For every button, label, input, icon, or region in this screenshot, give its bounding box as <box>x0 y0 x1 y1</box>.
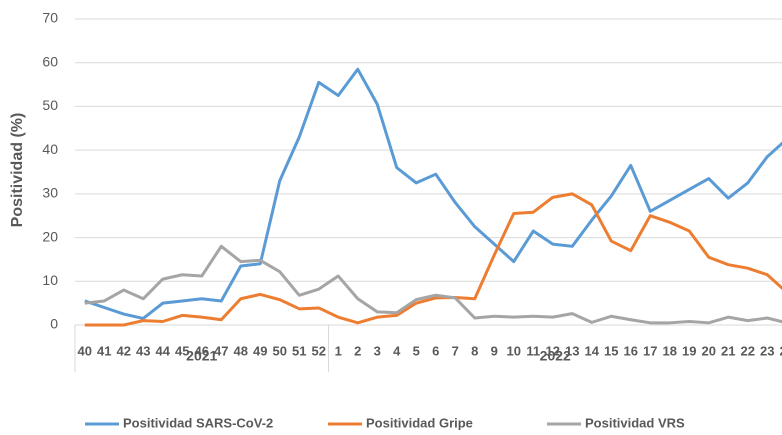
x-tick-label: 40 <box>78 343 92 358</box>
series-line <box>84 67 782 320</box>
x-tick-label: 22 <box>741 343 755 358</box>
x-tick-label: 50 <box>273 343 287 358</box>
x-tick-label: 10 <box>507 343 521 358</box>
x-tick-label: 20 <box>702 343 716 358</box>
group-label: 2022 <box>540 348 571 364</box>
legend-label: Positividad Gripe <box>366 415 473 430</box>
x-tick-label: 45 <box>175 343 189 358</box>
x-tick-label: 23 <box>760 343 774 358</box>
x-tick-label: 48 <box>234 343 248 358</box>
x-tick-label: 51 <box>292 343 306 358</box>
x-tick-label: 24 <box>780 343 782 358</box>
x-tick-label: 47 <box>214 343 228 358</box>
x-tick-label: 19 <box>682 343 696 358</box>
x-tick-label: 49 <box>253 343 267 358</box>
y-axis-label: Positividad (%) <box>9 113 26 228</box>
x-tick-label: 2 <box>354 343 361 358</box>
x-tick-label: 46 <box>195 343 209 358</box>
legend-label: Positividad SARS-CoV-2 <box>123 415 273 430</box>
y-tick-label: 30 <box>42 185 58 201</box>
series-line <box>84 244 782 325</box>
series-line <box>84 192 782 327</box>
y-tick-label: 10 <box>42 272 58 288</box>
x-tick-label: 6 <box>432 343 439 358</box>
x-tick-label: 16 <box>624 343 638 358</box>
y-tick-label: 60 <box>42 53 58 69</box>
y-tick-label: 50 <box>42 97 58 113</box>
x-tick-label: 12 <box>546 343 560 358</box>
x-tick-label: 14 <box>585 343 600 358</box>
legend-label: Positividad VRS <box>585 415 685 430</box>
x-tick-label: 5 <box>413 343 420 358</box>
x-tick-label: 41 <box>97 343 111 358</box>
x-tick-label: 4 <box>393 343 401 358</box>
x-tick-label: 3 <box>374 343 381 358</box>
y-tick-label: 20 <box>42 228 58 244</box>
x-tick-label: 1 <box>335 343 342 358</box>
x-tick-label: 21 <box>721 343 735 358</box>
group-label: 2021 <box>186 348 217 364</box>
x-tick-label: 44 <box>156 343 171 358</box>
y-tick-label: 70 <box>42 10 58 26</box>
y-tick-label: 40 <box>42 141 58 157</box>
x-tick-label: 9 <box>491 343 498 358</box>
x-tick-label: 8 <box>471 343 478 358</box>
x-tick-label: 52 <box>312 343 326 358</box>
y-tick-label: 0 <box>50 316 58 332</box>
x-tick-label: 17 <box>643 343 657 358</box>
x-tick-label: 13 <box>565 343 579 358</box>
x-tick-label: 43 <box>136 343 150 358</box>
x-tick-label: 42 <box>117 343 131 358</box>
x-tick-label: 15 <box>604 343 618 358</box>
x-tick-label: 11 <box>526 343 540 358</box>
x-tick-label: 7 <box>452 343 459 358</box>
x-tick-label: 18 <box>663 343 677 358</box>
